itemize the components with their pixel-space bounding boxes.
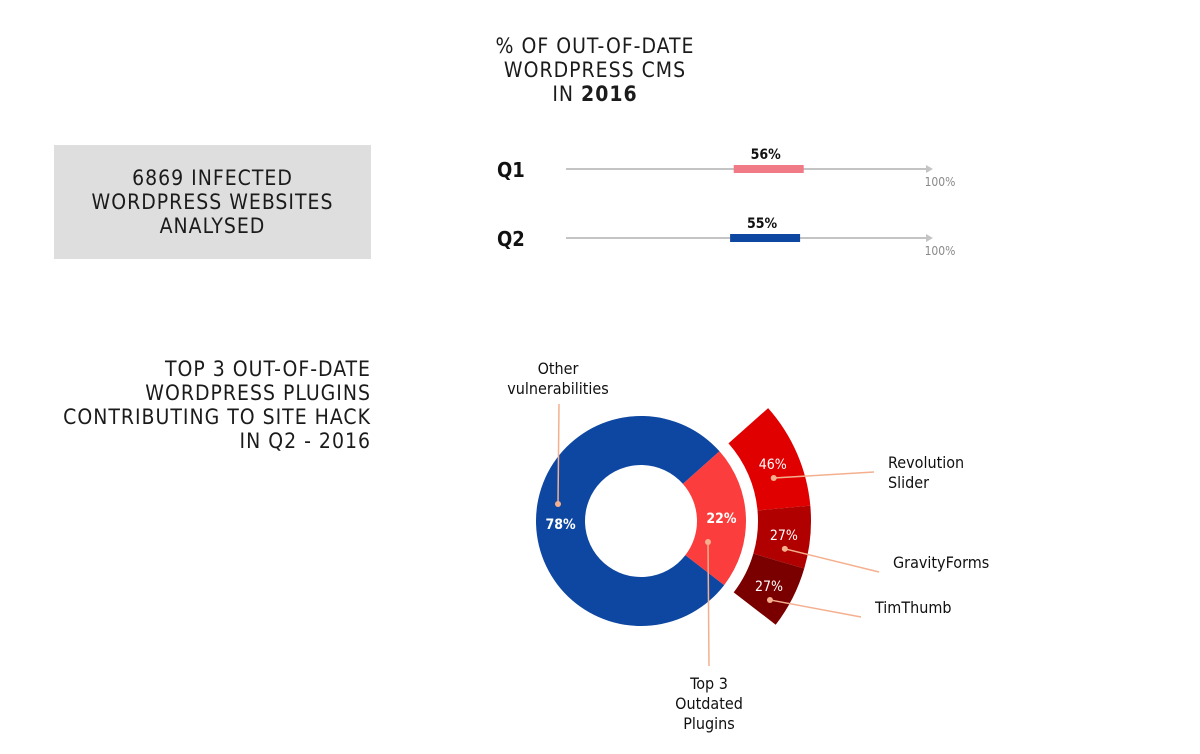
out-of-date-title-line2: WORDPRESS CMS <box>503 58 687 82</box>
infected-websites-text: 6869 INFECTED WORDPRESS WEBSITES ANALYSE… <box>91 166 334 238</box>
breakdown-category-label: GravityForms <box>893 553 989 572</box>
breakdown-leader-line <box>773 471 875 479</box>
donut-slice <box>682 451 746 586</box>
bar-axis-end-label: 100% <box>925 244 956 258</box>
donut-slice <box>536 416 725 627</box>
breakdown-data-label: 27% <box>755 579 783 595</box>
bar-category-label: Q1 <box>497 158 525 182</box>
out-of-date-title: % OF OUT-OF-DATE WORDPRESS CMS IN 2016 <box>470 34 720 106</box>
breakdown-category-label: TimThumb <box>874 598 952 617</box>
out-of-date-title-year: 2016 <box>581 82 638 106</box>
bar-value-mark <box>733 165 804 173</box>
bar-data-label: 56% <box>751 147 782 163</box>
breakdown-leader-line <box>784 548 880 573</box>
breakdown-data-label: 27% <box>770 528 798 544</box>
bar-value-mark <box>730 234 801 242</box>
breakdown-slice <box>733 553 805 625</box>
donut-leader-dot <box>705 539 711 545</box>
bar-axis-end-label: 100% <box>925 175 956 189</box>
breakdown-data-label: 46% <box>759 457 787 473</box>
out-of-date-title-line1: % OF OUT-OF-DATE <box>495 34 695 58</box>
donut-leader-dot <box>555 501 561 507</box>
breakdown-leader-dot <box>781 545 788 552</box>
bar-axis-arrow <box>926 234 933 242</box>
plugins-title: TOP 3 OUT-OF-DATE WORDPRESS PLUGINS CONT… <box>63 357 371 453</box>
bar-axis-arrow <box>926 165 933 173</box>
breakdown-leader-line <box>769 599 862 618</box>
out-of-date-title-prefix: IN <box>552 82 582 106</box>
donut-category-label: Other vulnerabilities <box>507 359 609 398</box>
plugins-donut-chart: 78% 22% 46% Revolution Slider 27% GravityForms… <box>507 359 989 733</box>
donut-category-label: Top 3 Outdated Plugins <box>675 674 743 733</box>
infected-websites-box: 6869 INFECTED WORDPRESS WEBSITES ANALYSE… <box>54 145 371 259</box>
breakdown-slice <box>753 505 811 569</box>
cms-bar-chart: Q1 56% 100% Q2 55% 100% <box>497 147 955 258</box>
bar-category-label: Q2 <box>497 227 525 251</box>
donut-data-label: 78% <box>545 517 576 533</box>
donut-leader-line <box>707 541 710 667</box>
breakdown-leader-dot <box>770 475 777 482</box>
breakdown-category-label: Revolution Slider <box>888 453 964 492</box>
breakdown-slice <box>728 408 811 511</box>
breakdown-leader-dot <box>766 596 773 603</box>
donut-leader-line <box>557 403 560 505</box>
out-of-date-title-line3: IN 2016 <box>470 82 720 106</box>
donut-data-label: 22% <box>706 511 737 527</box>
bar-data-label: 55% <box>747 216 778 232</box>
